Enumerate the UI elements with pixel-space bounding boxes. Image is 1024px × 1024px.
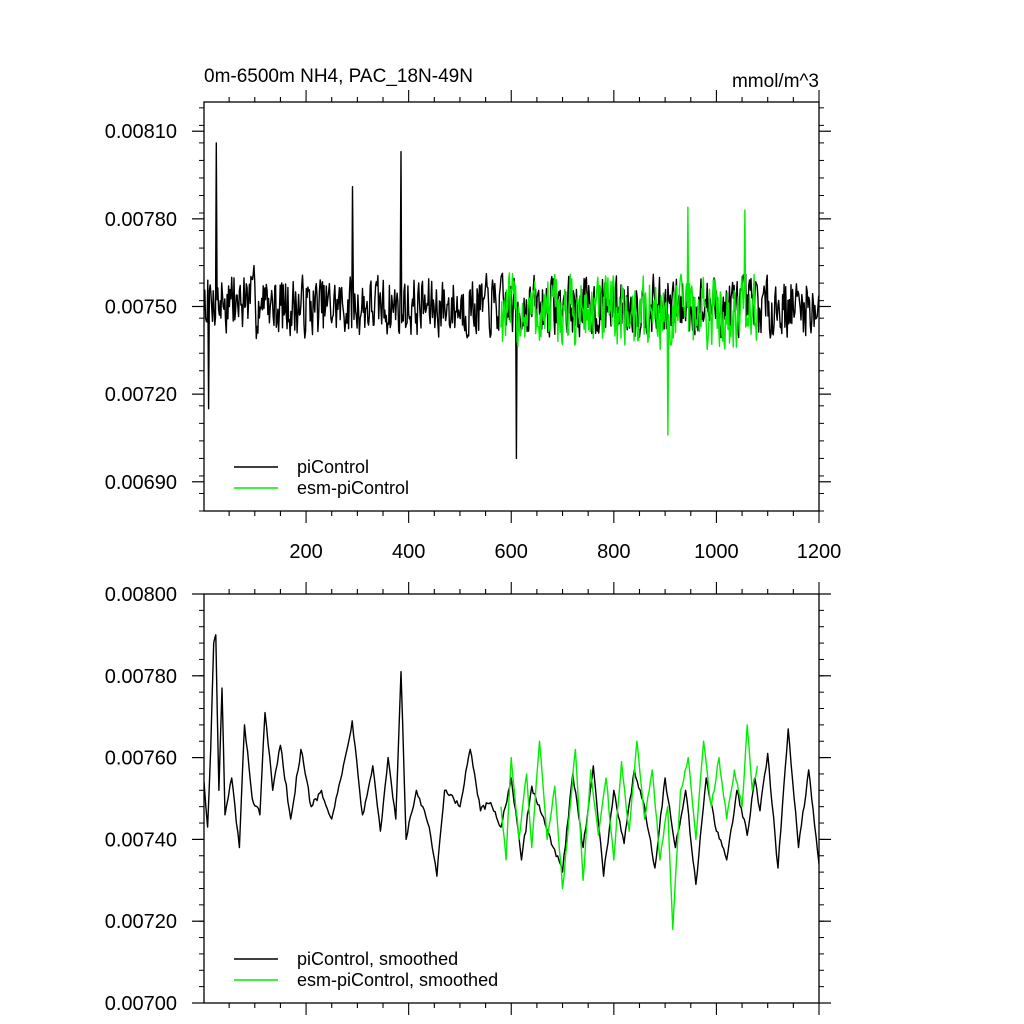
bottom-panel: 0.00700 0.00720 0.00740 0.00760 0.00780 0.008… [105, 582, 831, 1015]
legend-label-picontrol: piControl [297, 457, 369, 477]
y-tick-label: 0.00780 [105, 666, 177, 688]
y-tick-label: 0.00690 [105, 472, 177, 494]
plot-frame [203, 593, 820, 1004]
y-tick-label: 0.00750 [105, 297, 177, 319]
units-label: mmol/m^3 [732, 71, 819, 92]
top-panel: 0.00690 0.00720 0.00750 0.00780 0.00810 200 40… [105, 66, 842, 563]
y-tick-label: 0.00810 [105, 121, 177, 143]
series-line-picontrol-smoothed [204, 634, 819, 886]
legend-label-picontrol-smoothed: piControl, smoothed [297, 949, 458, 969]
legend-label-esm-picontrol-smoothed: esm-piControl, smoothed [297, 970, 498, 990]
series-line-esm-picontrol [500, 206, 758, 436]
chart-title: 0m-6500m NH4, PAC_18N-49N [204, 66, 473, 87]
legend-label-esm-picontrol: esm-piControl [297, 478, 409, 498]
y-tick-label: 0.00760 [105, 748, 177, 770]
x-tick-label: 1000 [694, 541, 739, 563]
x-tick-label: 400 [392, 541, 425, 563]
y-tick-label: 0.00700 [105, 993, 177, 1015]
x-tick-label: 200 [289, 541, 322, 563]
y-tick-label: 0.00720 [105, 384, 177, 406]
series-group [204, 634, 819, 931]
series-line-esm-picontrol-smoothed [500, 724, 759, 931]
y-tick-label: 0.00740 [105, 829, 177, 851]
x-tick-label: 600 [495, 541, 528, 563]
series-group [204, 142, 819, 460]
y-tick-label: 0.00780 [105, 209, 177, 231]
x-tick-label: 1200 [797, 541, 842, 563]
x-tick-label: 800 [597, 541, 630, 563]
y-tick-label: 0.00720 [105, 911, 177, 933]
y-tick-label: 0.00800 [105, 584, 177, 606]
